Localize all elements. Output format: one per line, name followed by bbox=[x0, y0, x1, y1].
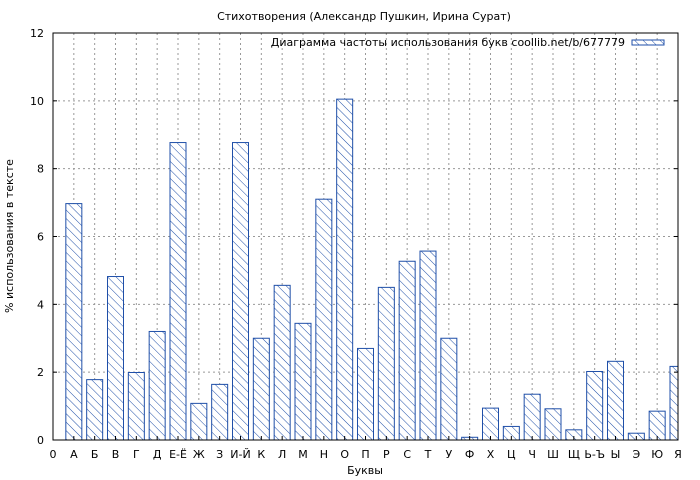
bar bbox=[169, 142, 187, 441]
x-tick-label: З bbox=[216, 448, 223, 461]
x-tick-label: И-Й bbox=[230, 448, 250, 461]
bar bbox=[544, 408, 562, 441]
x-tick-label: Б bbox=[91, 448, 99, 461]
x-axis-label: Буквы bbox=[347, 464, 383, 477]
bar bbox=[65, 203, 83, 441]
x-tick-label: Ш bbox=[547, 448, 559, 461]
x-tick-label: Ы bbox=[611, 448, 621, 461]
bar bbox=[86, 379, 104, 441]
y-tick-label: 6 bbox=[37, 231, 44, 244]
x-tick-label: Ф bbox=[465, 448, 474, 461]
chart-title: Стихотворения (Александр Пушкин, Ирина С… bbox=[217, 10, 511, 23]
x-tick-label: Ц bbox=[507, 448, 516, 461]
bar bbox=[211, 383, 229, 441]
x-tick-label: Ч bbox=[528, 448, 536, 461]
y-tick-label: 2 bbox=[37, 366, 44, 379]
x-tick-label: Г bbox=[133, 448, 140, 461]
bar bbox=[419, 250, 437, 441]
legend: Диаграмма частоты использования букв coo… bbox=[271, 36, 665, 49]
bar bbox=[669, 365, 679, 441]
legend-label: Диаграмма частоты использования букв coo… bbox=[271, 36, 625, 49]
legend-swatch bbox=[631, 39, 665, 46]
x-tick-label: Т bbox=[424, 448, 432, 461]
x-tick-label: Щ bbox=[568, 448, 580, 461]
grid bbox=[53, 33, 678, 440]
y-tick-label: 12 bbox=[30, 27, 44, 40]
x-tick-label: О bbox=[340, 448, 349, 461]
bar bbox=[148, 330, 166, 441]
bar bbox=[294, 322, 312, 441]
x-tick-label: Э bbox=[632, 448, 640, 461]
x-tick-label: Е-Ё bbox=[169, 448, 187, 461]
x-tick-label: Ю bbox=[651, 448, 663, 461]
bar bbox=[377, 286, 395, 441]
y-tick-label: 4 bbox=[37, 298, 44, 311]
x-tick-label: Л bbox=[278, 448, 286, 461]
x-tick-label: Х bbox=[487, 448, 495, 461]
bar bbox=[232, 142, 249, 441]
bar bbox=[648, 410, 666, 441]
bar bbox=[315, 198, 333, 441]
x-tick-label: Р bbox=[383, 448, 390, 461]
bar bbox=[607, 360, 624, 441]
bar bbox=[107, 276, 124, 441]
y-tick-label: 0 bbox=[37, 434, 44, 447]
bar bbox=[482, 407, 499, 441]
bar bbox=[127, 372, 145, 441]
x-tick-label: П bbox=[361, 448, 369, 461]
y-tick-label: 8 bbox=[37, 163, 44, 176]
x-tick-label: А bbox=[70, 448, 78, 461]
bar bbox=[523, 393, 541, 441]
x-tick-label: Н bbox=[320, 448, 328, 461]
x-tick-label: Ь-Ъ bbox=[584, 448, 605, 461]
bar bbox=[252, 337, 270, 441]
x-tick-label: У bbox=[445, 448, 452, 461]
x-tick-label: М bbox=[298, 448, 308, 461]
x-tick-label: 0 bbox=[50, 448, 57, 461]
x-tick-label: Д bbox=[153, 448, 162, 461]
y-tick-label: 10 bbox=[30, 95, 44, 108]
x-tick-label: В bbox=[112, 448, 120, 461]
bar bbox=[357, 347, 374, 441]
bar bbox=[586, 370, 604, 441]
x-tick-label: К bbox=[257, 448, 265, 461]
bar bbox=[273, 284, 291, 441]
x-tick-label: Ж bbox=[193, 448, 205, 461]
y-axis-label: % использования в тексте bbox=[3, 159, 16, 313]
bars bbox=[65, 98, 679, 441]
bar bbox=[190, 402, 208, 441]
x-tick-label: С bbox=[403, 448, 411, 461]
bar bbox=[336, 98, 354, 441]
x-tick-label: Я bbox=[674, 448, 682, 461]
bar bbox=[398, 260, 416, 441]
bar bbox=[440, 337, 458, 441]
